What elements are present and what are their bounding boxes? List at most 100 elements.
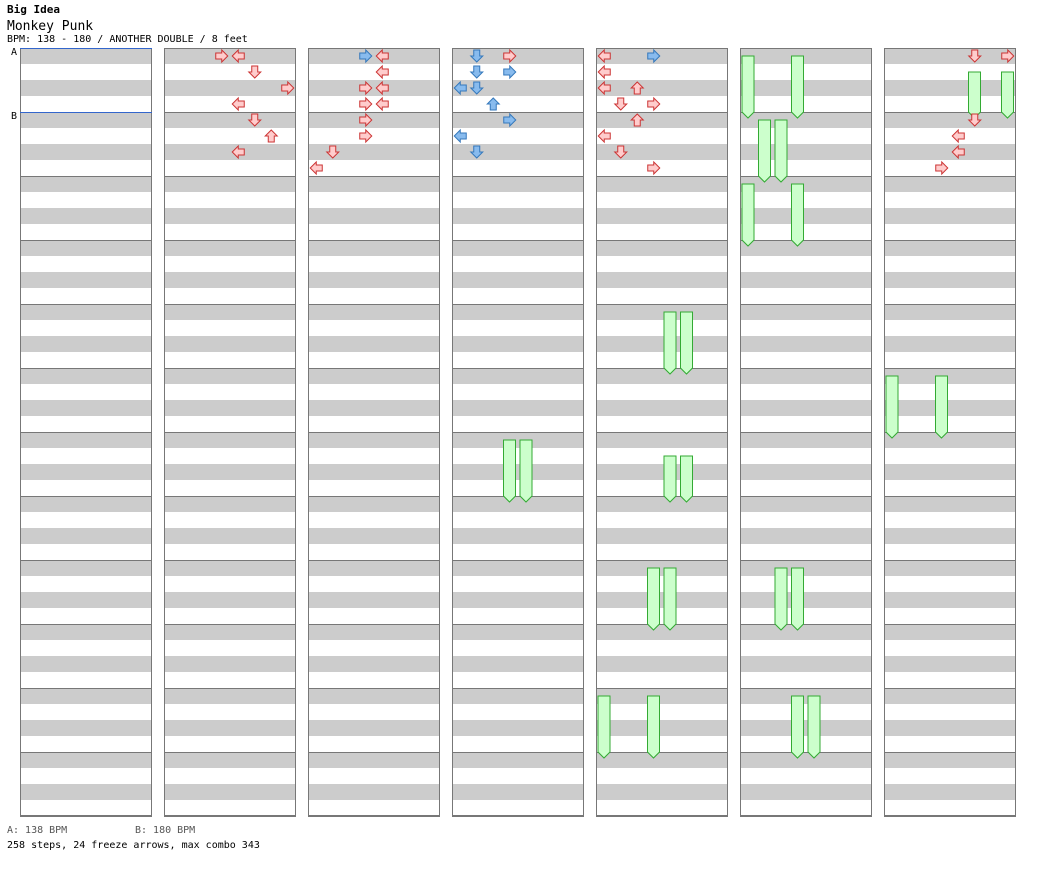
stripe: [740, 48, 872, 64]
stripe: [596, 464, 728, 480]
freeze-arrow: [503, 439, 516, 503]
stripe: [740, 400, 872, 416]
column-border: [452, 48, 584, 816]
stripe: [308, 464, 440, 480]
step-arrow: [453, 128, 467, 144]
stripe: [884, 720, 1016, 736]
stripe: [884, 656, 1016, 672]
stripe: [452, 784, 584, 800]
column-border: [308, 48, 440, 816]
stripe: [452, 720, 584, 736]
stripe: [596, 496, 728, 512]
stripe: [164, 240, 296, 256]
stripe: [740, 592, 872, 608]
chart-column: [596, 48, 728, 817]
stripe: [884, 176, 1016, 192]
stripe: [740, 208, 872, 224]
step-arrow: [469, 65, 484, 79]
step-arrow: [375, 96, 389, 112]
stripe: [452, 112, 584, 128]
stripe: [164, 752, 296, 768]
stripe: [740, 496, 872, 512]
step-arrow: [647, 160, 661, 176]
freeze-arrow: [647, 695, 660, 759]
stripe: [308, 80, 440, 96]
stripe: [452, 80, 584, 96]
stripe: [20, 688, 152, 704]
stripe: [164, 624, 296, 640]
stripe: [740, 688, 872, 704]
stripe: [308, 752, 440, 768]
stripe: [596, 624, 728, 640]
chart-column: [740, 48, 872, 817]
stripe: [308, 368, 440, 384]
stripe: [308, 496, 440, 512]
stripe: [740, 464, 872, 480]
freeze-arrow: [791, 55, 804, 119]
chart-stats: 258 steps, 24 freeze arrows, max combo 3…: [7, 840, 260, 851]
freeze-arrow: [741, 55, 755, 119]
step-arrow: [503, 64, 517, 80]
freeze-arrow: [680, 311, 693, 375]
stripe: [596, 400, 728, 416]
step-arrow: [935, 160, 949, 176]
stripe: [308, 560, 440, 576]
stripe: [596, 176, 728, 192]
stripe: [164, 304, 296, 320]
stripe: [596, 208, 728, 224]
freeze-arrow: [741, 183, 755, 247]
stripe: [308, 176, 440, 192]
stripe: [20, 720, 152, 736]
stripe: [20, 208, 152, 224]
stripe: [740, 144, 872, 160]
stripe: [164, 592, 296, 608]
freeze-arrow: [774, 119, 788, 183]
stripe: [308, 528, 440, 544]
stripe: [596, 48, 728, 64]
stripe: [884, 592, 1016, 608]
stripe: [452, 464, 584, 480]
step-arrow: [281, 80, 295, 96]
stripe: [740, 656, 872, 672]
step-arrow: [359, 48, 373, 64]
stripe: [884, 688, 1016, 704]
step-arrow: [359, 80, 373, 96]
stripe: [884, 784, 1016, 800]
chart-column: [452, 48, 584, 817]
stripe: [164, 400, 296, 416]
stripe: [308, 656, 440, 672]
stripe: [740, 528, 872, 544]
stripe: [596, 784, 728, 800]
stripe: [884, 144, 1016, 160]
stripe: [452, 592, 584, 608]
stripe: [20, 144, 152, 160]
step-arrow: [967, 113, 982, 127]
stripe: [164, 432, 296, 448]
step-arrow: [597, 64, 611, 80]
stripe: [20, 464, 152, 480]
stripe: [740, 112, 872, 128]
stripe: [20, 496, 152, 512]
stripe: [596, 656, 728, 672]
stripe: [164, 720, 296, 736]
step-arrow: [597, 48, 611, 64]
stripe: [308, 208, 440, 224]
stripe: [20, 176, 152, 192]
freeze-arrow: [663, 455, 677, 503]
stripe: [452, 496, 584, 512]
bpm-marker-a: A: [11, 47, 18, 58]
column-border: [884, 48, 1016, 816]
step-arrow: [469, 145, 484, 159]
stripe: [740, 432, 872, 448]
stripe: [308, 624, 440, 640]
stripe: [884, 336, 1016, 352]
stripe: [884, 528, 1016, 544]
stripe: [452, 240, 584, 256]
step-arrow: [597, 80, 611, 96]
stripe: [164, 688, 296, 704]
stripe: [20, 592, 152, 608]
stripe: [740, 720, 872, 736]
stripe: [452, 752, 584, 768]
stripe: [884, 304, 1016, 320]
